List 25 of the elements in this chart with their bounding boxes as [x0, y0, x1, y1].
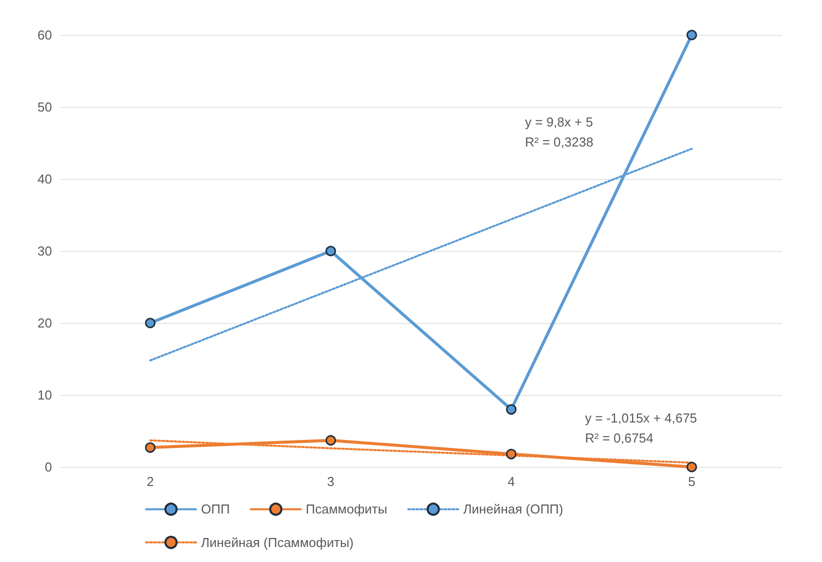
- point: [145, 442, 156, 453]
- legend-label: Линейная (ОПП): [463, 502, 564, 517]
- legend-label: Псаммофиты: [306, 502, 388, 517]
- legend-label: ОПП: [201, 502, 230, 517]
- y-tick-label: 50: [38, 100, 52, 114]
- legend-label: Линейная (Псаммофиты): [201, 534, 354, 550]
- point: [326, 246, 336, 256]
- y-tick-label: 40: [38, 172, 52, 186]
- y-tick-label: 10: [38, 388, 52, 402]
- point: [506, 448, 516, 460]
- point: [506, 404, 516, 415]
- y-tick-label: 20: [38, 316, 52, 330]
- point: [686, 462, 697, 472]
- x-tick-label: 2: [146, 474, 154, 489]
- x-tick-label: 3: [327, 474, 334, 489]
- point: [326, 435, 336, 446]
- point: [686, 30, 697, 40]
- y-tick-label: 0: [44, 460, 52, 474]
- point: [145, 318, 156, 328]
- y-tick-label: 60: [38, 28, 52, 42]
- annotation: y = -1,015x + 4,675 R² = 0,6754: [585, 410, 698, 446]
- annotation: y = 9,8x + 5 R² = 0,3238: [525, 114, 594, 150]
- x-tick-label: 4: [508, 474, 515, 489]
- x-tick-label: 5: [688, 474, 696, 489]
- y-tick-label: 30: [38, 244, 52, 258]
